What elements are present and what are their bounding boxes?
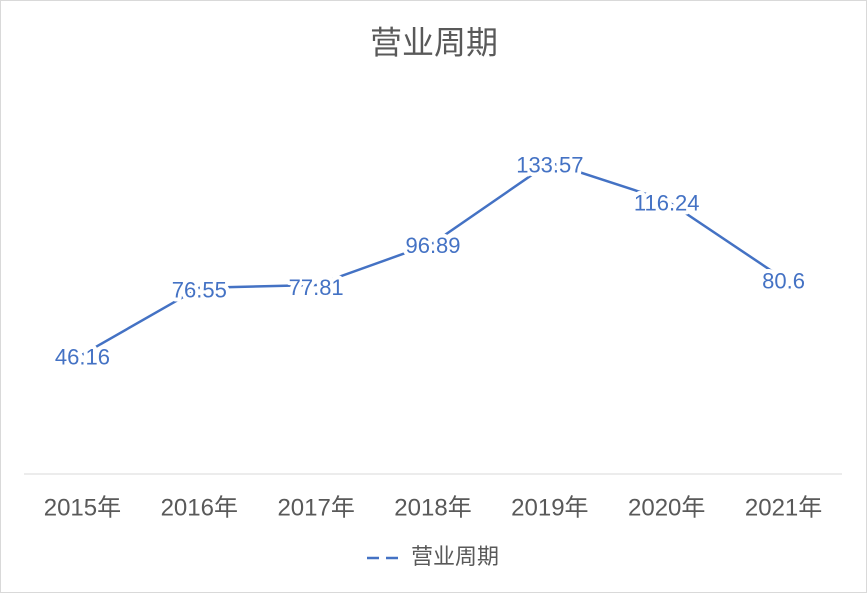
- data-label: 133.57: [516, 152, 583, 177]
- x-tick-label: 2015年: [44, 494, 121, 521]
- chart-title: 营业周期: [370, 24, 498, 60]
- data-label: 76.55: [172, 278, 227, 303]
- data-label: 80.6: [762, 269, 805, 294]
- data-label: 46.16: [55, 344, 110, 369]
- data-label: 77.81: [289, 275, 344, 300]
- x-tick-label: 2018年: [394, 494, 471, 521]
- x-tick-label: 2017年: [277, 494, 354, 521]
- legend-label: 营业周期: [411, 544, 499, 569]
- series-line: [81, 161, 785, 356]
- data-label: 116.24: [634, 190, 700, 215]
- data-label: 96.89: [405, 233, 460, 258]
- x-tick-label: 2021年: [745, 494, 822, 521]
- x-tick-label: 2016年: [161, 494, 238, 521]
- x-tick-label: 2019年: [511, 494, 588, 521]
- x-tick-label: 2020年: [628, 494, 705, 521]
